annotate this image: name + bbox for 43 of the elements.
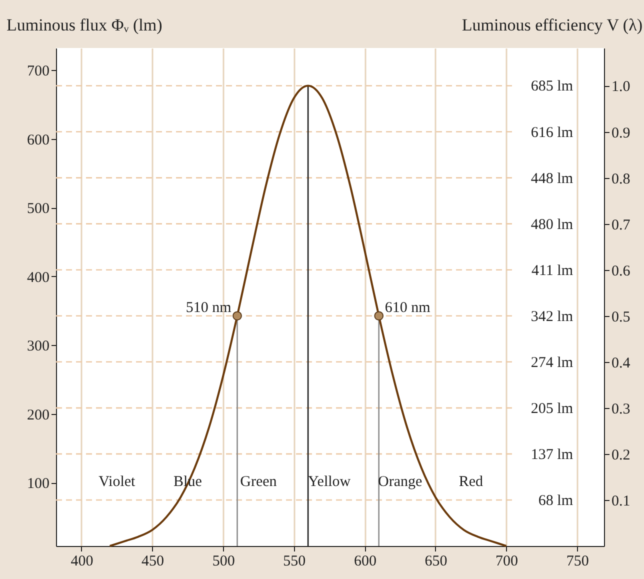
ref-line-label: 480 lm [530, 216, 574, 233]
y-tick-label: 200 [27, 407, 50, 424]
y2-tick-label: 0.4 [612, 355, 631, 372]
ref-line-label: 616 lm [530, 124, 574, 141]
y-tick-label: 600 [27, 132, 50, 148]
ref-line-label: 342 lm [530, 308, 574, 325]
x-tick-label: 450 [142, 554, 164, 570]
y-tick-label: 100 [27, 476, 50, 492]
y2-tick-label: 0.2 [612, 447, 630, 464]
ref-line-label: 205 lm [530, 400, 574, 417]
annotation: Red [458, 474, 484, 490]
y2-tick-label: 1.0 [612, 79, 630, 96]
y-axis-title: Luminous flux Φᵥ (lm) [6, 16, 162, 34]
y2-tick-label: 0.3 [612, 401, 630, 418]
y2-tick-label: 0.6 [612, 263, 631, 280]
y-tick-label: 400 [27, 270, 50, 286]
annotation: Orange [378, 474, 422, 490]
x-tick-label: 750 [566, 554, 589, 570]
x-tick-label: 650 [424, 554, 448, 570]
y-tick-label: 300 [27, 338, 50, 355]
x-tick-label: 700 [496, 554, 518, 570]
y2-tick-label: 0.7 [612, 217, 631, 234]
ref-line-label: 448 lm [530, 170, 574, 187]
ref-line-label: 274 lm [530, 354, 574, 371]
y2-tick-label: 0.9 [612, 125, 630, 142]
x-tick-label: 550 [283, 554, 306, 570]
annotation: 510 nm [186, 300, 232, 316]
x-tick-label: 500 [212, 554, 235, 570]
ref-line-label: 411 lm [531, 262, 574, 279]
y-tick-label: 700 [27, 64, 50, 80]
x-tick-label: 400 [70, 554, 94, 570]
annotation: Green [240, 474, 278, 490]
annotation: 610 nm [384, 300, 431, 316]
y2-tick-label: 0.8 [612, 171, 630, 188]
y2-tick-label: 0.1 [612, 493, 630, 510]
y2-axis-title: Luminous efficiency V (λ) [462, 16, 642, 34]
y-tick-label: 500 [27, 201, 50, 218]
ref-line-label: 137 lm [530, 446, 574, 463]
ref-line-label: 685 lm [530, 78, 574, 95]
x-tick-label: 600 [354, 554, 376, 570]
y2-tick-label: 0.5 [612, 309, 630, 326]
ref-line-label: 68 lm [538, 492, 574, 509]
annotation: Violet [98, 474, 136, 490]
